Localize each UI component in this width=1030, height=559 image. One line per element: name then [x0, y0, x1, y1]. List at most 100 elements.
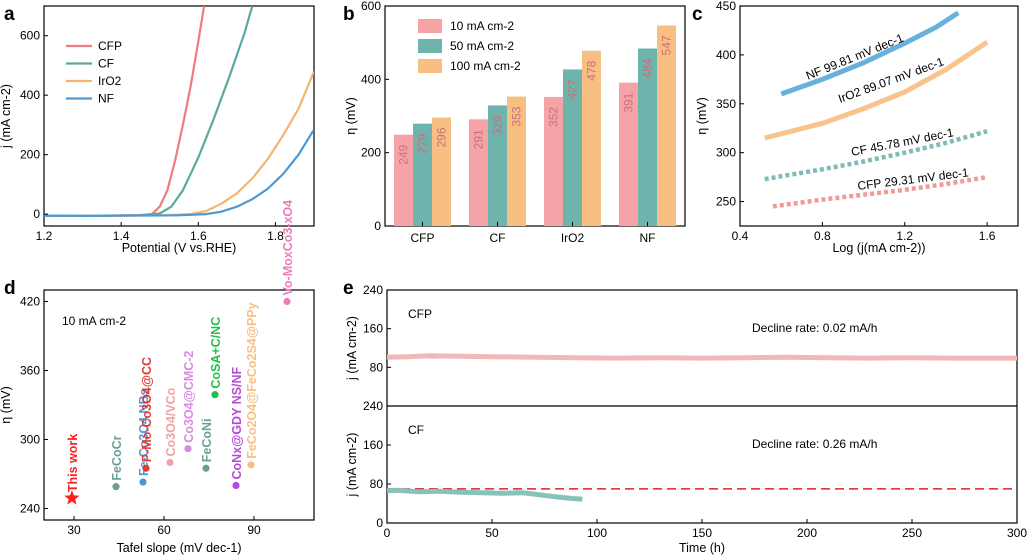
bar-value-label: 296: [435, 127, 449, 147]
y-tick-label: 600: [20, 29, 40, 43]
y-tick-label: 160: [363, 322, 383, 336]
x-tick-label: 1.2: [896, 229, 913, 243]
y-tick-label: 450: [716, 0, 736, 13]
y-tick-label: 160: [363, 438, 383, 452]
point-label: This work: [66, 434, 80, 492]
panel-a-legend: CFP CF IrO2 NF: [66, 39, 122, 106]
y-tick-label: 600: [361, 0, 381, 13]
panel-b-bars: 249 279 296 291 329 353 352 427 478 391 484 547: [394, 25, 676, 227]
panel-b-xticks: CFP CF IrO2 NF: [411, 222, 656, 245]
panel-b-ylabel: η (mV): [344, 97, 358, 135]
panel-c-xticks: 0.4 0.8 1.2 1.6: [732, 222, 996, 243]
x-tick-label: 250: [902, 526, 922, 540]
y-tick-label: 400: [361, 72, 381, 86]
legend-swatch-1: [418, 39, 442, 53]
series-line-3: [772, 174, 988, 209]
point-label: FeCoNi: [200, 419, 214, 463]
panel-d-points: This work FeCoCr Fe-Co3O4 NBsP-Mo-Co3O4@CC…: [64, 200, 295, 505]
panel-e: e CFP Decline rate: 0.02 mA/h 80 160 240 j (m…: [343, 278, 1027, 555]
panel-b-label: b: [343, 4, 355, 25]
point-label: FeCo2O4@FeCo2S4@PPy: [245, 302, 259, 458]
y-tick-label: 400: [716, 48, 736, 62]
panel-a: a 1.2 1.4 1.6 1.8 0 200 400 600 Potential (V v…: [0, 4, 315, 255]
x-tick-label: IrO2: [561, 231, 585, 245]
legend-label-iro2: IrO2: [98, 74, 122, 88]
point-label: Co3O4/VCo: [164, 387, 178, 456]
legend-label-cf: CF: [98, 57, 114, 71]
bar-iro2-0: [544, 96, 563, 226]
point-label: P-Mo-Co3O4@CC: [140, 357, 154, 462]
panel-a-xlabel: Potential (V vs.RHE): [122, 241, 237, 255]
point-label: Vo-MoxCo3-xO4: [281, 200, 295, 296]
bar-value-label: 391: [622, 92, 636, 112]
x-tick-label: 100: [587, 526, 607, 540]
y-tick-label: 250: [716, 195, 736, 209]
subplot-name: CFP: [408, 307, 432, 321]
panel-e-xticks: 0 50 100 150 200 250 300: [384, 519, 1027, 540]
panel-d-ylabel: η (mV): [0, 386, 13, 424]
panel-c: c 0.4 0.8 1.2 1.6 250 300 350 400 450 Log (j(mA…: [692, 0, 1019, 255]
series-line-0: [780, 10, 960, 97]
point-label: FeCoCr: [110, 435, 124, 480]
bar-value-label: 249: [397, 144, 411, 164]
point-marker: [211, 391, 219, 399]
panel-e-label: e: [343, 278, 354, 299]
y-tick-label: 350: [716, 97, 736, 111]
y-tick-label: 0: [376, 516, 383, 530]
bar-iro2-1: [563, 69, 582, 226]
series-line-2: [764, 129, 988, 182]
bar-cf-0: [469, 119, 488, 226]
y-tick-label: 240: [20, 502, 40, 516]
bar-value-label: 353: [510, 106, 524, 126]
series-line-nf: [44, 128, 314, 218]
point-marker: [283, 297, 291, 306]
decline-rate-text: Decline rate: 0.02 mA/h: [752, 321, 877, 335]
panel-a-frame: [43, 5, 315, 227]
panel-a-series: [44, 6, 314, 218]
x-tick-label: 1.6: [979, 229, 996, 243]
x-tick-label: CF: [490, 231, 506, 245]
panel-e-xlabel: Time (h): [679, 541, 725, 555]
legend-label-0: 10 mA cm-2: [450, 19, 514, 33]
bar-value-label: 547: [660, 35, 674, 55]
point-marker: [112, 483, 120, 491]
y-tick-label: 360: [20, 364, 40, 378]
x-tick-label: 200: [797, 526, 817, 540]
x-tick-label: 60: [157, 523, 171, 537]
y-tick-label: 300: [20, 433, 40, 447]
point-label: CoSA+C/NC: [209, 317, 223, 389]
legend-label-cfp: CFP: [98, 39, 122, 53]
subplot-name: CF: [408, 423, 424, 437]
point-marker: [247, 461, 255, 469]
bar-value-label: 427: [566, 79, 580, 99]
x-tick-label: 50: [485, 526, 499, 540]
panel-d-label: d: [4, 278, 16, 299]
y-tick-label: 400: [20, 88, 40, 102]
legend-label-2: 100 mA cm-2: [450, 59, 521, 73]
panel-b-yticks: 0 200 400 600: [361, 0, 389, 233]
panel-c-frame: [739, 5, 1019, 227]
panel-d: d 10 mA cm-2 This work FeCoCr Fe-Co3O4 NBs…: [0, 200, 315, 555]
x-tick-label: 300: [1007, 526, 1027, 540]
bar-value-label: 484: [641, 58, 655, 78]
bar-nf-0: [619, 82, 638, 226]
stability-curve-cf: [386, 487, 583, 502]
point-marker: [232, 481, 240, 490]
bar-value-label: 279: [416, 133, 430, 153]
panel-a-label: a: [4, 4, 15, 25]
point-marker: [139, 478, 147, 486]
point-marker: [142, 464, 150, 472]
series-line-cfp: [44, 6, 206, 218]
y-tick-label: 300: [716, 146, 736, 160]
bar-value-label: 352: [547, 107, 561, 127]
panel-d-condition: 10 mA cm-2: [62, 314, 126, 328]
x-tick-label: NF: [640, 231, 656, 245]
panel-c-xlabel: Log (j(mA cm-2)): [832, 241, 925, 255]
x-tick-label: 0.8: [814, 229, 831, 243]
x-tick-label: 30: [67, 523, 81, 537]
panel-b-frame: [384, 5, 686, 227]
legend-label-1: 50 mA cm-2: [450, 39, 514, 53]
x-tick-label: 90: [247, 523, 261, 537]
y-tick-label: 240: [363, 399, 383, 413]
